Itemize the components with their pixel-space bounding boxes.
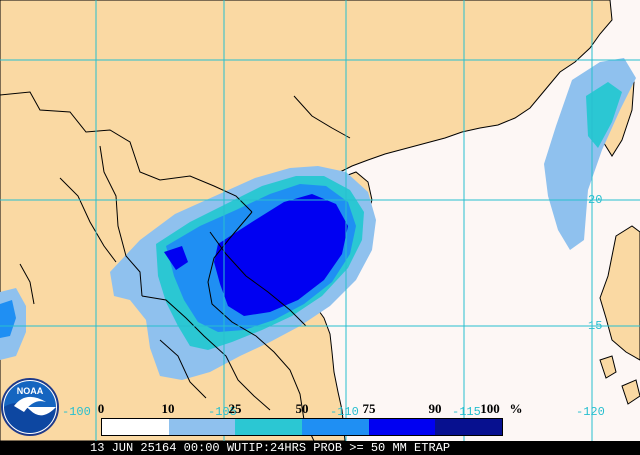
legend-unit: %	[509, 401, 523, 416]
lat-lon-grid	[0, 0, 640, 441]
legend-swatch	[168, 419, 236, 435]
islet	[621, 379, 640, 405]
legend-tick: 100	[480, 401, 500, 416]
country-borders	[0, 91, 351, 441]
noaa-logo-icon: NOAA	[1, 378, 59, 436]
legend-swatch	[235, 419, 303, 435]
legend-tick: 50	[295, 401, 309, 416]
caption-bar	[0, 441, 640, 455]
legend-swatch	[302, 419, 369, 435]
lat-label: 20	[588, 193, 603, 207]
lon-label: -105	[208, 405, 237, 419]
legend-swatch	[368, 419, 436, 435]
legend-tick: 10	[161, 401, 175, 416]
prob-50-75-west	[0, 300, 16, 338]
lon-label: -100	[62, 405, 91, 419]
lon-label: -120	[576, 405, 605, 419]
prob-75-90-spot	[164, 246, 188, 270]
lon-label: -115	[452, 405, 481, 419]
legend-tick: 90	[428, 401, 442, 416]
islet	[599, 355, 617, 379]
legend-tick: 0	[97, 401, 105, 416]
lon-label: -110	[330, 405, 359, 419]
legend-color-bar	[101, 418, 503, 436]
precip-probability-map	[0, 0, 640, 441]
legend-tick: 25	[228, 401, 242, 416]
legend-tick: 75	[362, 401, 376, 416]
prob-75-90	[214, 194, 348, 316]
map-caption: 13 JUN 25164 00:00 WUTIP:24HRS PROB >= 5…	[90, 441, 451, 455]
prob-25-50-east	[586, 82, 622, 148]
lat-label: 15	[588, 319, 603, 333]
legend-swatch	[435, 419, 503, 435]
svg-text:NOAA: NOAA	[17, 386, 44, 396]
legend-swatch	[102, 419, 169, 435]
